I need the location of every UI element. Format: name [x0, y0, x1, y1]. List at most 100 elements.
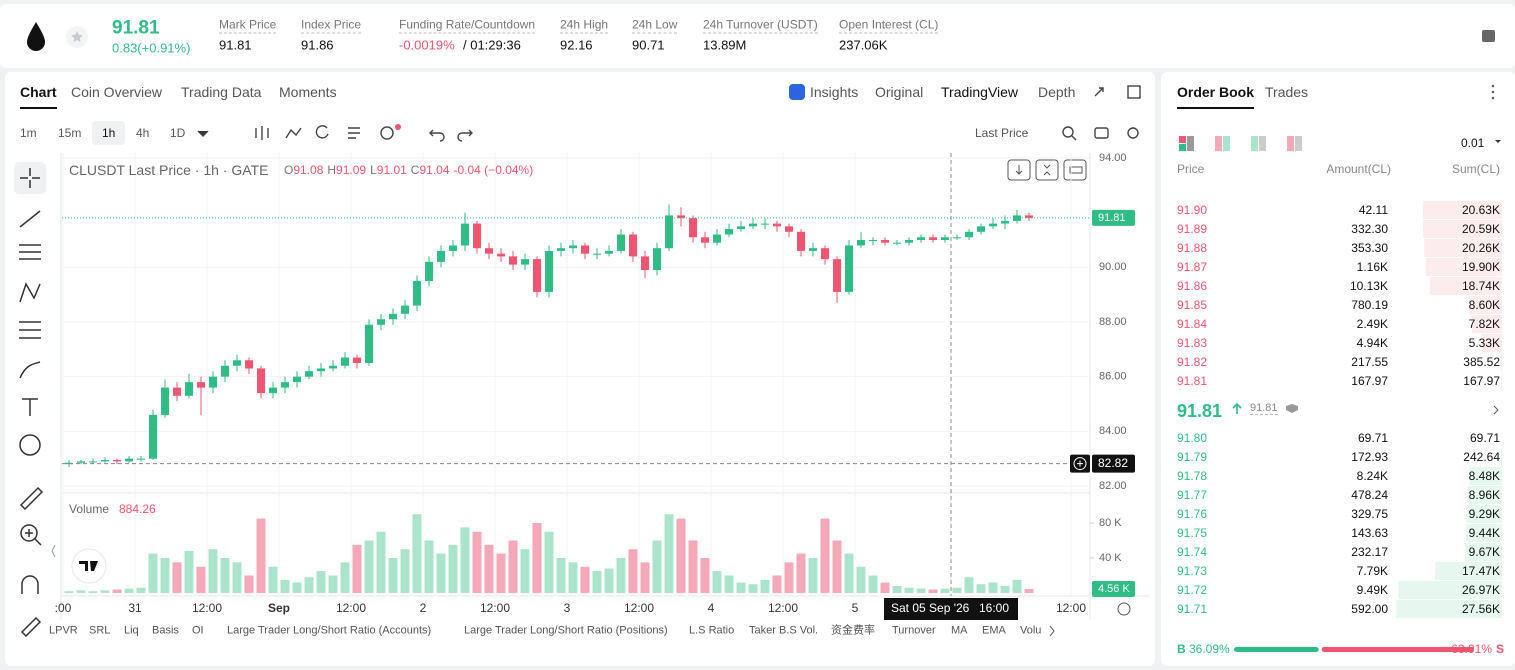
toolbar-icons[interactable]	[197, 85, 1141, 142]
book-tab[interactable]: Order Book	[1177, 85, 1255, 109]
indicator-tab[interactable]: L.S Ratio	[689, 624, 735, 637]
volume-bar	[976, 584, 986, 593]
panel-icon[interactable]	[1482, 30, 1495, 42]
interval[interactable]: 1h	[102, 126, 116, 140]
indicator-tab[interactable]: Large Trader Long/Short Ratio (Accounts)	[227, 624, 432, 637]
crosshair-time-tag	[884, 598, 1018, 620]
more-icon[interactable]	[1491, 84, 1495, 100]
x-tick-label: 12:00	[768, 601, 798, 615]
crosshair-plus-sign	[1077, 460, 1083, 467]
indicator-tab[interactable]: Large Trader Long/Short Ratio (Positions…	[464, 624, 668, 637]
drawing-tools[interactable]	[19, 168, 44, 638]
book-sum: 385.52	[1463, 355, 1500, 369]
settings-icon[interactable]	[1117, 602, 1131, 616]
ohlc-value: 91.08	[293, 163, 324, 177]
indicator-tab[interactable]: Turnover	[892, 624, 936, 637]
volume-bar	[1012, 579, 1022, 593]
scroll-arrow[interactable]	[1049, 625, 1055, 637]
candle-body	[569, 245, 577, 249]
volume-bar	[796, 553, 806, 593]
interval[interactable]: 15m	[58, 126, 82, 140]
depth-bar	[1398, 581, 1502, 599]
indicator-tab[interactable]: OI	[192, 624, 204, 637]
indicator-tab[interactable]: Volu	[1020, 624, 1042, 637]
candle-body	[857, 240, 865, 246]
book-sum: 167.97	[1463, 374, 1500, 388]
interval[interactable]: 4h	[136, 126, 150, 140]
book-tab[interactable]: Trades	[1265, 84, 1309, 100]
depth-bar	[1469, 296, 1502, 314]
candle-body	[161, 387, 169, 415]
price-source[interactable]: Last Price	[975, 126, 1029, 140]
view-tab[interactable]: Depth	[1038, 84, 1076, 100]
book-layout-icons[interactable]	[1179, 136, 1302, 151]
indicator-tab[interactable]: Taker B.S Vol.	[749, 624, 819, 637]
interval-selected	[92, 121, 125, 145]
book-amount: 9.49K	[1356, 583, 1388, 597]
candle-body	[341, 357, 349, 366]
indicator-tab[interactable]: 资金费率	[831, 624, 875, 637]
candle-body	[1001, 220, 1009, 224]
book-price: 91.88	[1177, 241, 1208, 255]
depth-bar	[1396, 600, 1502, 618]
candle-body	[917, 237, 925, 240]
price-change: 0.83(+0.91%)	[112, 40, 191, 56]
depth-bar	[1500, 353, 1502, 371]
volume-bar	[220, 558, 230, 593]
candle-body	[797, 231, 805, 251]
volume-tag-label: 4.56 K	[1098, 583, 1130, 595]
candle-body	[557, 248, 565, 251]
precision-arrow[interactable]	[1495, 140, 1501, 143]
candle-body	[437, 250, 445, 262]
book-price: 91.85	[1177, 298, 1208, 312]
precision[interactable]: 0.01	[1461, 136, 1485, 150]
interval[interactable]: 1m	[20, 126, 37, 140]
indicator-tab[interactable]: EMA	[982, 624, 1006, 637]
book-price: 91.75	[1177, 526, 1208, 540]
tab[interactable]: Trading Data	[181, 84, 262, 100]
depth-bar	[1422, 201, 1502, 219]
tab[interactable]: Coin Overview	[71, 84, 163, 100]
x-tick-label: 5	[852, 601, 859, 615]
view-tab[interactable]: Insights	[810, 84, 859, 100]
up-arrow	[1232, 402, 1242, 414]
candle-body	[821, 248, 829, 260]
volume-bar	[736, 582, 746, 593]
tab[interactable]: Moments	[279, 84, 337, 100]
view-tab[interactable]: TradingView	[941, 84, 1019, 100]
sell-ratio: 63.91%	[1451, 642, 1492, 656]
column-header: Amount(CL)	[1326, 162, 1391, 176]
depth-bar	[1430, 277, 1502, 295]
indicator-tab[interactable]: SRL	[89, 624, 111, 637]
book-sum: 26.97K	[1461, 583, 1500, 597]
stat-label: Open Interest (CL)	[839, 17, 939, 34]
interval[interactable]: 1D	[170, 126, 186, 140]
y-tick-label: 90.00	[1099, 261, 1127, 273]
indicator-tab[interactable]: MA	[951, 624, 968, 637]
book-price: 91.74	[1177, 545, 1208, 559]
volume-bar	[484, 544, 494, 593]
volume-bar	[376, 531, 386, 593]
indicator-tab[interactable]: Basis	[152, 624, 179, 637]
stat-value: 92.16	[560, 37, 593, 53]
candle-body	[77, 461, 85, 463]
volume-bar	[556, 558, 566, 593]
view-tab[interactable]: Original	[875, 84, 924, 100]
book-sum: 242.64	[1463, 450, 1500, 464]
volume-bar	[700, 558, 710, 593]
volume-bar	[388, 558, 398, 593]
tab[interactable]: Chart	[20, 85, 57, 109]
collapse-arrow[interactable]	[51, 544, 56, 558]
volume-bar	[424, 540, 434, 593]
volume-bar	[172, 562, 182, 593]
depth-bar	[1425, 258, 1502, 276]
mid-arrow[interactable]	[1493, 405, 1499, 415]
coin-logo	[27, 22, 45, 51]
volume-bar	[532, 523, 542, 593]
chart-buttons[interactable]	[1007, 159, 1087, 181]
book-sum: 20.63K	[1461, 203, 1500, 217]
indicator-tab[interactable]: LPVR	[49, 624, 78, 637]
indicator-tab[interactable]: Liq	[124, 624, 139, 637]
stat-value: 237.06K	[839, 37, 888, 53]
candle-body	[737, 226, 745, 230]
